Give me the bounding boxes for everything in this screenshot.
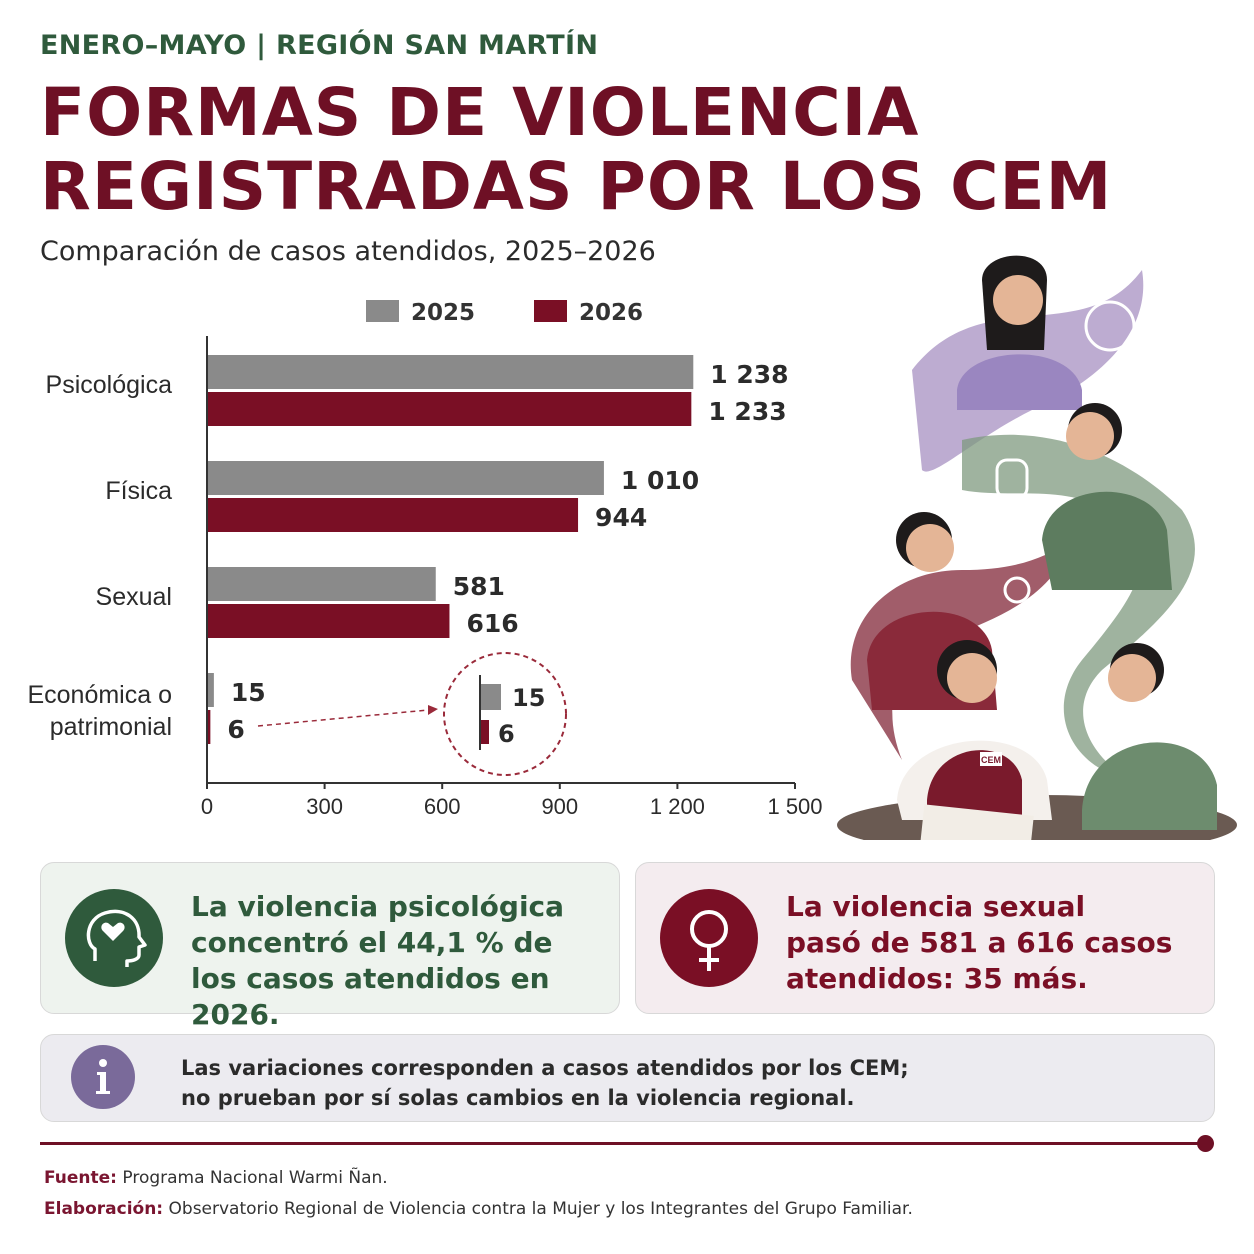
legend-label-2026: 2026 — [579, 300, 643, 326]
info-line-1: Las variaciones corresponden a casos ate… — [181, 1056, 909, 1080]
category-label-0: Psicológica — [46, 371, 173, 399]
brain-icon — [1084, 300, 1136, 352]
zoom-inset: 156 — [257, 652, 567, 776]
data-label-2026-3: 6 — [227, 715, 244, 744]
psych-card: La violencia psicológica concentró el 44… — [40, 862, 620, 1031]
source-text: Programa Nacional Warmi Ñan. — [122, 1168, 388, 1188]
bar-2025-1 — [208, 461, 604, 495]
info-line-2: no prueban por sí solas cambios en la vi… — [181, 1086, 855, 1110]
sexual-line-2: pasó de 581 a 616 casos — [786, 926, 1173, 959]
category-label-3-a: Económica o — [27, 681, 172, 709]
sexual-card: La violencia sexual pasó de 581 a 616 ca… — [635, 862, 1215, 1014]
x-tick-label-1: 300 — [306, 794, 343, 819]
credit-text: Observatorio Regional de Violencia contr… — [168, 1199, 913, 1219]
inset-bar-2026 — [481, 720, 489, 744]
footer-divider — [40, 1142, 1200, 1145]
data-label-2026-0: 1 233 — [708, 397, 786, 426]
legend-label-2025: 2025 — [411, 300, 475, 326]
data-label-2025-1: 1 010 — [621, 466, 699, 495]
info-card: Las variaciones corresponden a casos ate… — [40, 1034, 1215, 1122]
page-title: FORMAS DE VIOLENCIA REGISTRADAS POR LOS … — [40, 76, 1112, 224]
x-tick-label-4: 1 200 — [650, 794, 705, 819]
bar-2026-1 — [208, 498, 579, 532]
hand-icon — [995, 458, 1029, 500]
data-label-2026-1: 944 — [595, 503, 647, 532]
bar-2025-0 — [208, 355, 694, 389]
inset-bar-2025 — [481, 684, 501, 710]
red-ribbon — [850, 540, 1072, 760]
legend: 2025 2026 — [366, 300, 643, 326]
inset-label-2025: 15 — [512, 684, 545, 712]
x-tick-label-5: 1 500 — [767, 794, 822, 819]
sexual-line-3: atendidos: 35 más. — [786, 962, 1088, 995]
credit-line: Elaboración: Observatorio Regional de Vi… — [44, 1199, 913, 1219]
bar-2026-3 — [208, 710, 211, 744]
psych-text: La violencia psicológica concentró el 44… — [191, 889, 619, 1033]
clipboard — [920, 804, 1034, 840]
head-heart-icon — [65, 889, 163, 987]
data-label-2025-3: 15 — [231, 678, 266, 707]
bar-2026-2 — [208, 604, 450, 638]
bar-2026-0 — [208, 392, 692, 426]
source-line: Fuente: Programa Nacional Warmi Ñan. — [44, 1168, 388, 1188]
category-label-1: Física — [105, 477, 172, 505]
inset-arrow — [257, 709, 429, 727]
psych-line-1: La violencia psicológica — [191, 890, 565, 923]
cem-badge: CEM — [981, 755, 1001, 765]
kicker: ENERO–MAYO | REGIÓN SAN MARTÍN — [40, 30, 599, 61]
credit-label: Elaboración: — [44, 1199, 164, 1219]
x-axis: 0 300 600 900 1 200 1 500 — [201, 336, 823, 819]
person-icon — [1003, 576, 1031, 604]
data-label-2025-0: 1 238 — [710, 360, 788, 389]
x-tick-label-2: 600 — [424, 794, 461, 819]
category-label-2: Sexual — [96, 583, 172, 611]
x-tick-label-0: 0 — [201, 794, 213, 819]
inset-arrow-head — [428, 705, 438, 715]
bar-2025-3 — [208, 673, 214, 707]
legend-swatch-2026 — [534, 300, 567, 322]
data-label-2026-2: 616 — [466, 609, 518, 638]
category-label-3-b: patrimonial — [50, 713, 172, 741]
bar-chart: 2025 2026 Psicológica Física Sexual Económic… — [27, 300, 823, 819]
psych-line-3: los casos atendidos en 2026. — [191, 962, 550, 1031]
bar-2025-2 — [208, 567, 436, 601]
source-label: Fuente: — [44, 1168, 117, 1188]
data-label-2025-2: 581 — [453, 572, 505, 601]
sexual-text: La violencia sexual pasó de 581 a 616 ca… — [786, 889, 1172, 997]
x-tick-label-3: 900 — [541, 794, 578, 819]
title-line-1: FORMAS DE VIOLENCIA — [40, 74, 920, 151]
category-labels: Psicológica Física Sexual Económica o patrim… — [27, 371, 172, 741]
psych-line-2: concentró el 44,1 % de — [191, 926, 553, 959]
female-symbol-icon — [660, 889, 758, 987]
subtitle: Comparación de casos atendidos, 2025–202… — [40, 236, 656, 267]
women-illustration: CEM — [837, 255, 1237, 840]
bars: 1 238 1 233 1 010 944 581 616 15 6 — [208, 355, 789, 744]
inset-label-2026: 6 — [498, 720, 515, 748]
footer-divider-dot — [1197, 1135, 1214, 1152]
inset-circle — [443, 652, 567, 776]
title-line-2: REGISTRADAS POR LOS CEM — [40, 148, 1113, 225]
info-text: Las variaciones corresponden a casos ate… — [181, 1053, 909, 1113]
legend-swatch-2025 — [366, 300, 399, 322]
sexual-line-1: La violencia sexual — [786, 890, 1086, 923]
info-icon — [71, 1045, 135, 1109]
